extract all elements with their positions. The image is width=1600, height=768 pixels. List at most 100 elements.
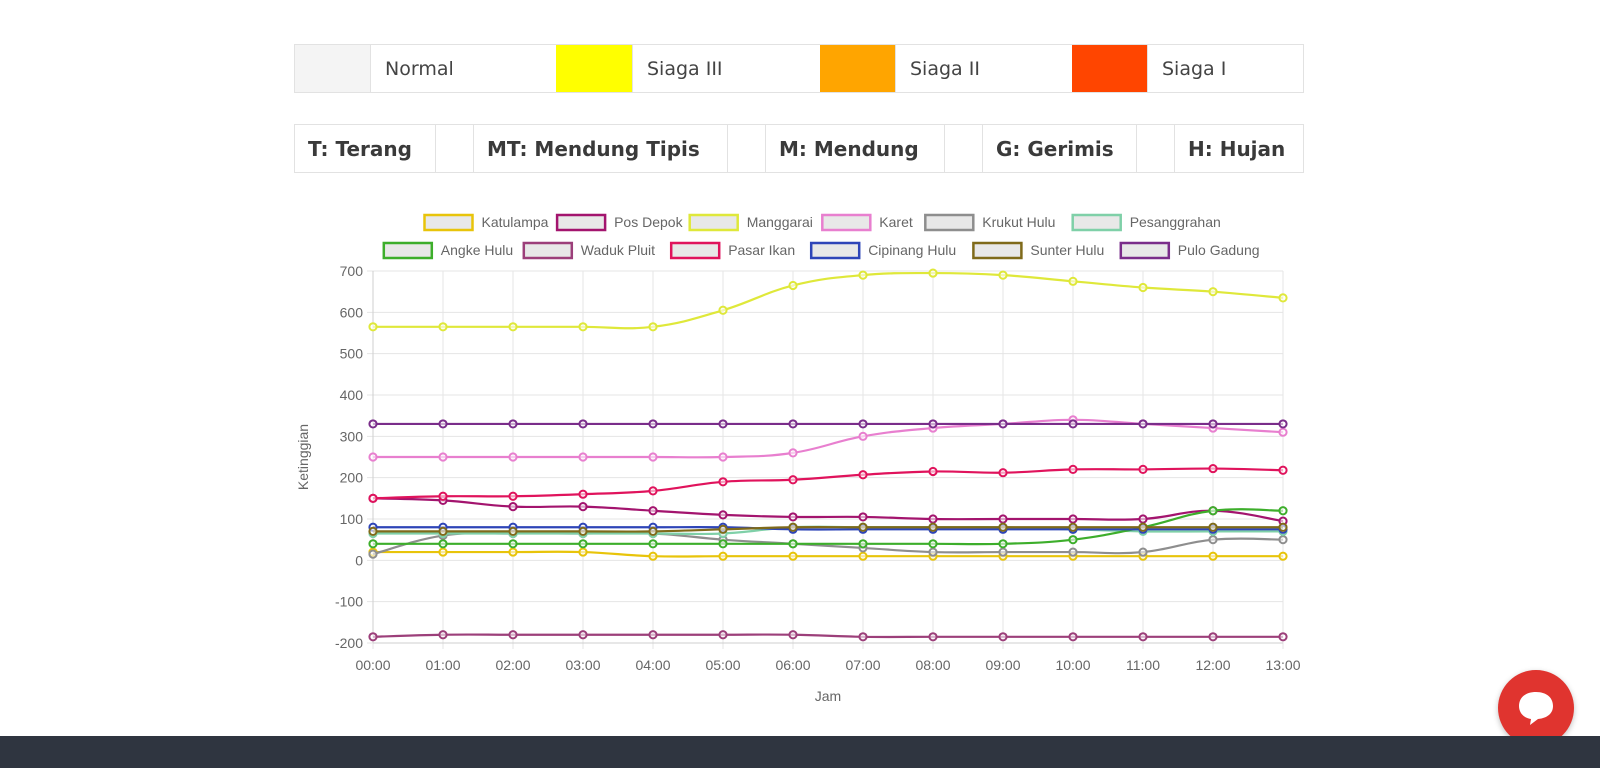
legend-item[interactable]: Katulampa — [423, 213, 549, 232]
data-point[interactable] — [578, 547, 588, 557]
data-point[interactable] — [718, 630, 728, 640]
data-point[interactable] — [1138, 632, 1148, 642]
data-point[interactable] — [788, 475, 798, 485]
data-point[interactable] — [998, 539, 1008, 549]
data-point[interactable] — [998, 270, 1008, 280]
data-point[interactable] — [508, 491, 518, 501]
data-point[interactable] — [788, 630, 798, 640]
data-point[interactable] — [368, 452, 378, 462]
data-point[interactable] — [1278, 427, 1288, 437]
data-point[interactable] — [1278, 465, 1288, 475]
data-point[interactable] — [1278, 419, 1288, 429]
data-point[interactable] — [1138, 419, 1148, 429]
data-point[interactable] — [1208, 287, 1218, 297]
data-point[interactable] — [718, 419, 728, 429]
data-point[interactable] — [1208, 522, 1218, 532]
data-point[interactable] — [508, 547, 518, 557]
data-point[interactable] — [368, 322, 378, 332]
data-point[interactable] — [928, 632, 938, 642]
data-point[interactable] — [438, 630, 448, 640]
data-point[interactable] — [928, 268, 938, 278]
data-point[interactable] — [858, 551, 868, 561]
data-point[interactable] — [858, 419, 868, 429]
data-point[interactable] — [578, 502, 588, 512]
data-point[interactable] — [1138, 522, 1148, 532]
data-point[interactable] — [508, 322, 518, 332]
legend-item[interactable]: Karet — [821, 213, 913, 232]
data-point[interactable] — [1208, 551, 1218, 561]
data-point[interactable] — [718, 551, 728, 561]
data-point[interactable] — [1278, 551, 1288, 561]
data-point[interactable] — [858, 470, 868, 480]
data-point[interactable] — [788, 448, 798, 458]
data-point[interactable] — [718, 539, 728, 549]
data-point[interactable] — [368, 493, 378, 503]
data-point[interactable] — [858, 270, 868, 280]
legend-item[interactable]: Pesanggrahan — [1071, 213, 1221, 232]
data-point[interactable] — [508, 539, 518, 549]
data-point[interactable] — [858, 539, 868, 549]
data-point[interactable] — [1138, 282, 1148, 293]
data-point[interactable] — [578, 452, 588, 462]
data-point[interactable] — [438, 322, 448, 332]
data-point[interactable] — [928, 522, 938, 532]
data-point[interactable] — [438, 539, 448, 549]
data-point[interactable] — [858, 632, 868, 642]
data-point[interactable] — [1068, 514, 1078, 524]
data-point[interactable] — [648, 630, 658, 640]
data-point[interactable] — [998, 522, 1008, 532]
data-point[interactable] — [438, 419, 448, 429]
data-point[interactable] — [998, 632, 1008, 642]
data-point[interactable] — [648, 539, 658, 549]
data-point[interactable] — [1068, 535, 1078, 545]
data-point[interactable] — [998, 547, 1008, 557]
chat-button[interactable] — [1498, 670, 1574, 746]
data-point[interactable] — [648, 419, 658, 429]
legend-item[interactable]: Pos Depok — [555, 213, 684, 232]
data-point[interactable] — [858, 522, 868, 532]
data-point[interactable] — [438, 491, 448, 501]
legend-item[interactable]: Angke Hulu — [382, 241, 513, 260]
legend-item[interactable]: Pasar Ikan — [669, 241, 795, 260]
data-point[interactable] — [438, 547, 448, 557]
data-point[interactable] — [1068, 419, 1078, 429]
data-point[interactable] — [648, 526, 658, 536]
data-point[interactable] — [1208, 419, 1218, 429]
data-point[interactable] — [578, 526, 588, 536]
data-point[interactable] — [1278, 535, 1288, 545]
data-point[interactable] — [788, 280, 798, 291]
data-point[interactable] — [858, 512, 868, 522]
data-point[interactable] — [578, 539, 588, 549]
data-point[interactable] — [438, 452, 448, 462]
legend-item[interactable]: Pulo Gadung — [1119, 241, 1260, 260]
data-point[interactable] — [368, 539, 378, 549]
data-point[interactable] — [508, 452, 518, 462]
data-point[interactable] — [368, 526, 378, 536]
data-point[interactable] — [788, 419, 798, 429]
data-point[interactable] — [718, 452, 728, 462]
data-point[interactable] — [648, 452, 658, 462]
data-point[interactable] — [998, 419, 1008, 429]
data-point[interactable] — [788, 512, 798, 522]
data-point[interactable] — [1068, 464, 1078, 474]
data-point[interactable] — [928, 466, 938, 477]
data-point[interactable] — [718, 477, 728, 487]
data-point[interactable] — [1138, 547, 1148, 557]
data-point[interactable] — [508, 502, 518, 512]
data-point[interactable] — [508, 630, 518, 640]
data-point[interactable] — [578, 489, 588, 499]
legend-item[interactable]: Cipinang Hulu — [809, 241, 956, 260]
data-point[interactable] — [1068, 547, 1078, 557]
data-point[interactable] — [1068, 632, 1078, 642]
data-point[interactable] — [1208, 535, 1218, 545]
data-point[interactable] — [1068, 522, 1078, 532]
legend-item[interactable]: Krukut Hulu — [924, 213, 1055, 232]
data-point[interactable] — [1068, 276, 1078, 286]
legend-item[interactable]: Sunter Hulu — [972, 241, 1104, 260]
data-point[interactable] — [998, 468, 1008, 478]
data-point[interactable] — [1208, 463, 1218, 474]
data-point[interactable] — [368, 549, 378, 559]
data-point[interactable] — [1138, 464, 1148, 474]
data-point[interactable] — [1138, 514, 1148, 524]
data-point[interactable] — [648, 551, 658, 561]
